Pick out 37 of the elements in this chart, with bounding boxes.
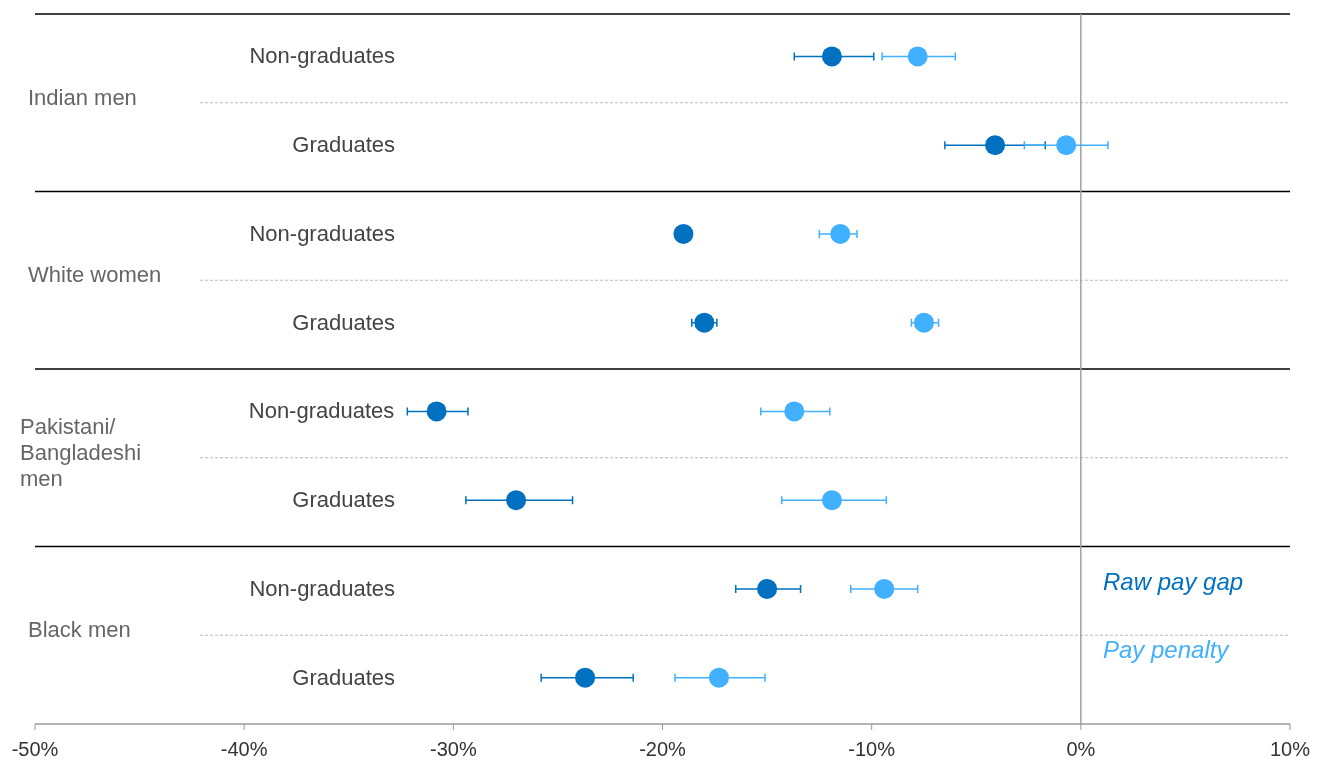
point	[708, 667, 729, 688]
y-tick-label: Graduates	[292, 309, 395, 335]
y-tick-label: Non-graduates	[249, 575, 395, 601]
x-tick-label: -20%	[639, 738, 687, 760]
x-tick-label: -30%	[429, 738, 477, 760]
point	[784, 401, 805, 422]
y-tick-label: Non-graduates	[249, 43, 395, 69]
text: Pay penalty	[1103, 636, 1231, 663]
point	[821, 490, 842, 511]
y-tick-label: Non-graduates	[249, 220, 395, 246]
y-tick-label: Graduates	[292, 664, 395, 690]
x-tick-label: 0%	[1066, 738, 1096, 760]
text: Raw pay gap	[1103, 568, 1244, 595]
point	[575, 667, 596, 688]
annotation: Black men	[28, 617, 131, 643]
x-tick-label: 10%	[1269, 738, 1311, 760]
point	[907, 46, 928, 67]
annotation: White women	[28, 262, 162, 288]
y-tick-label: Graduates	[292, 487, 395, 513]
point	[1056, 135, 1077, 156]
x-tick-label: -40%	[220, 738, 268, 760]
point	[985, 135, 1006, 156]
y-tick-label: Non-graduates	[248, 398, 395, 424]
point	[506, 490, 527, 511]
x-tick-label: -10%	[848, 738, 896, 760]
point	[673, 223, 694, 244]
point	[830, 223, 851, 244]
x-tick-label: -50%	[11, 738, 59, 760]
point	[694, 312, 715, 333]
point	[426, 401, 447, 422]
annotation: Pakistani/ Bangladeshi men	[20, 413, 142, 491]
point	[874, 578, 895, 599]
point	[821, 46, 842, 67]
annotation: Indian men	[28, 84, 137, 110]
y-tick-label: Graduates	[292, 132, 395, 158]
point	[913, 312, 934, 333]
point	[757, 578, 778, 599]
